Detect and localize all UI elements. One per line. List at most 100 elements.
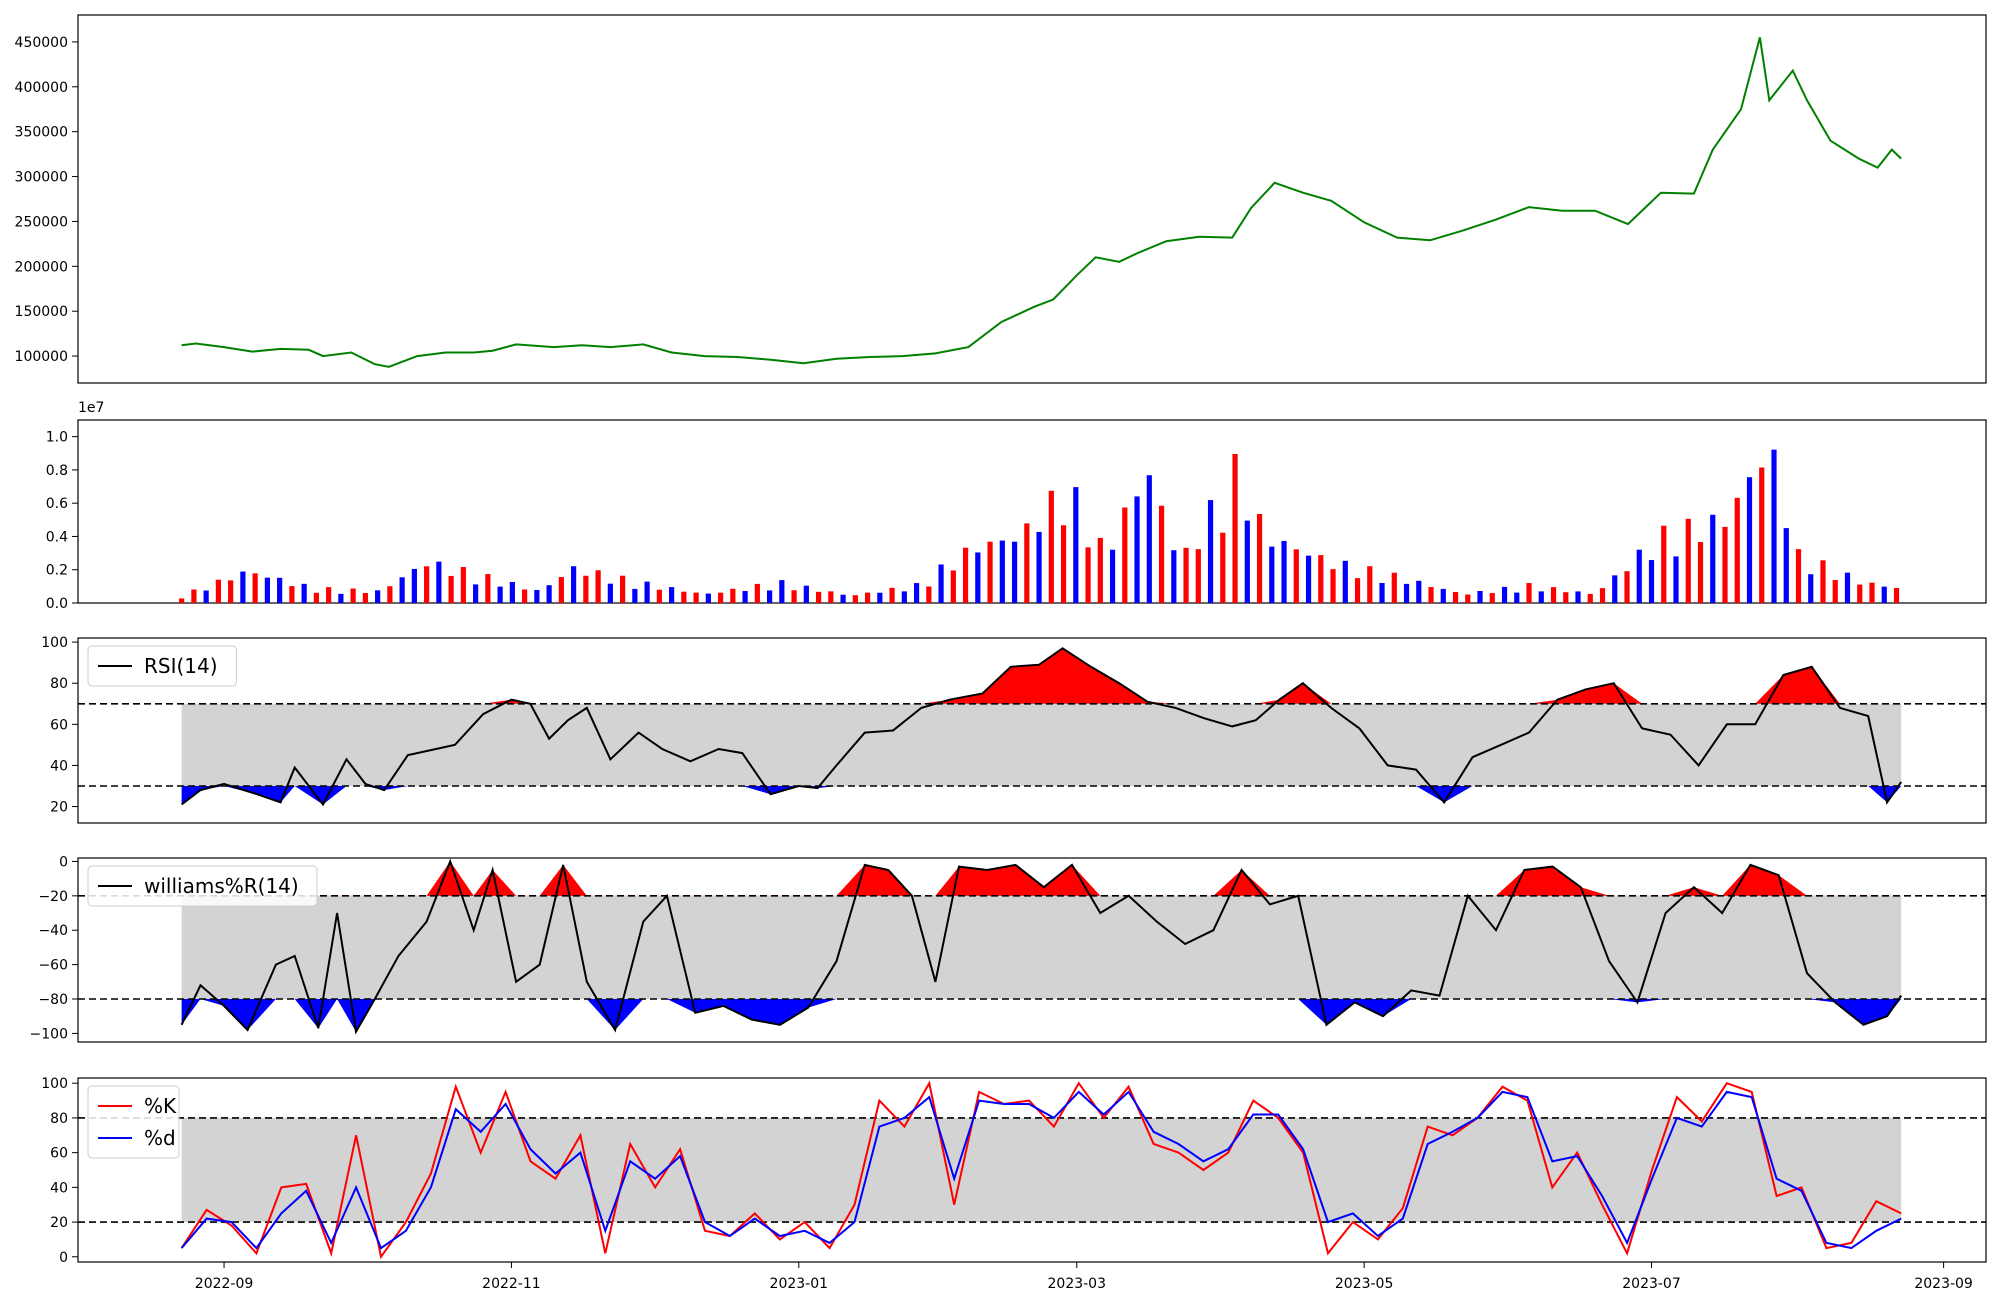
volume-bar xyxy=(999,540,1005,603)
volume-bar xyxy=(1624,571,1630,603)
volume-bar xyxy=(1416,580,1422,603)
volume-bar xyxy=(644,581,650,603)
y-tick-label-4-2: 40 xyxy=(50,1180,68,1196)
y-tick-label-3-3: −40 xyxy=(38,923,68,939)
volume-bar xyxy=(485,574,491,603)
volume-bar xyxy=(1477,590,1483,603)
volume-bar xyxy=(1734,497,1740,603)
volume-scale-label: 1e7 xyxy=(78,400,104,416)
legend-label-4-1: %d xyxy=(144,1126,176,1150)
volume-bar xyxy=(1330,569,1336,603)
volume-bar xyxy=(1501,586,1508,603)
legend-label-3-0: williams%R(14) xyxy=(144,874,299,898)
band-2 xyxy=(181,703,1902,786)
y-tick-label-0-7: 450000 xyxy=(15,35,68,51)
volume-bar xyxy=(828,591,834,603)
volume-bar xyxy=(1293,549,1299,603)
y-tick-label-2-1: 40 xyxy=(50,758,68,774)
panel-frame-4 xyxy=(77,1077,1987,1263)
volume-bar xyxy=(277,577,283,603)
volume-bar xyxy=(1783,528,1789,603)
volume-bar xyxy=(669,587,675,603)
volume-bar xyxy=(509,581,515,603)
legend-box-3 xyxy=(87,865,318,907)
volume-bar xyxy=(1428,587,1434,603)
volume-bar xyxy=(1318,555,1324,603)
volume-bar xyxy=(1452,592,1459,603)
panel-frame-1 xyxy=(77,419,1987,604)
y-tick-label-0-6: 400000 xyxy=(15,80,68,96)
y-tick-label-0-5: 350000 xyxy=(15,125,68,141)
volume-bar xyxy=(681,591,687,603)
volume-bar xyxy=(1011,541,1018,603)
volume-bar xyxy=(1195,549,1201,603)
overbought-fill-3 xyxy=(181,861,1902,896)
volume-bar xyxy=(779,580,785,603)
volume-bar xyxy=(387,586,393,603)
y-tick-label-3-4: −20 xyxy=(38,889,68,905)
volume-bar xyxy=(460,567,466,603)
volume-bar xyxy=(1661,525,1667,603)
volume-bar xyxy=(583,575,589,603)
volume-bar xyxy=(534,589,540,603)
volume-bar xyxy=(1844,572,1851,603)
y-tick-label-2-3: 80 xyxy=(50,676,68,692)
x-tick-label-0: 2022-09 xyxy=(195,1276,254,1292)
y-tick-label-2-2: 60 xyxy=(50,717,68,733)
legend-box-4 xyxy=(87,1085,180,1159)
volume-bar xyxy=(1673,556,1679,603)
volume-bar xyxy=(1587,593,1593,603)
y-tick-label-3-1: −80 xyxy=(38,992,68,1008)
volume-bar xyxy=(1710,514,1716,603)
volume-bar xyxy=(1440,588,1446,603)
volume-bar xyxy=(1697,542,1704,603)
volume-bar xyxy=(1342,560,1348,603)
volume-bar xyxy=(1220,532,1226,603)
y-tick-label-1-5: 1.0 xyxy=(46,430,68,446)
volume-bar xyxy=(632,588,638,603)
y-tick-label-0-4: 300000 xyxy=(15,170,68,186)
oversold-fill-3 xyxy=(181,999,1902,1032)
volume-bar xyxy=(1599,588,1606,603)
volume-bar xyxy=(301,583,307,603)
volume-bar xyxy=(240,571,246,603)
volume-bar xyxy=(1722,526,1728,603)
volume-bar xyxy=(1808,574,1814,603)
volume-bar xyxy=(1857,584,1863,603)
price-line xyxy=(181,37,1902,368)
volume-bar xyxy=(877,592,883,603)
panel-frame-0 xyxy=(77,14,1987,384)
volume-bar xyxy=(730,588,736,603)
y-tick-label-0-0: 100000 xyxy=(15,349,68,365)
y-tick-label-1-2: 0.4 xyxy=(46,529,68,545)
volume-bar xyxy=(338,593,344,603)
y-tick-label-1-4: 0.8 xyxy=(46,463,68,479)
volume-bar xyxy=(607,583,613,603)
volume-bar xyxy=(1060,525,1067,603)
volume-bar xyxy=(620,575,626,603)
y-tick-label-1-0: 0.0 xyxy=(46,596,68,612)
volume-bar xyxy=(436,561,442,603)
volume-bar xyxy=(326,587,332,603)
volume-bar xyxy=(1612,575,1618,603)
x-tick-label-5: 2023-07 xyxy=(1622,1276,1681,1292)
volume-bar xyxy=(1354,578,1361,603)
volume-bar xyxy=(1538,591,1544,603)
volume-bar xyxy=(1244,520,1250,603)
volume-bar xyxy=(1759,467,1765,603)
stoch-line-d xyxy=(180,1090,1902,1250)
volume-bar xyxy=(1122,507,1128,603)
volume-bar xyxy=(1024,523,1030,603)
x-tick-label-6: 2023-09 xyxy=(1914,1276,1973,1292)
volume-bar xyxy=(473,584,479,603)
volume-bar xyxy=(399,577,405,603)
volume-bar xyxy=(693,592,699,603)
volume-bar xyxy=(1832,580,1838,603)
volume-bar xyxy=(742,591,748,603)
x-tick-label-4: 2023-05 xyxy=(1335,1276,1394,1292)
oversold-fill-2 xyxy=(181,786,1902,805)
volume-bar xyxy=(1379,582,1385,603)
volume-bar xyxy=(1893,587,1900,603)
volume-bar xyxy=(975,552,981,603)
volume-bar xyxy=(1281,540,1287,603)
